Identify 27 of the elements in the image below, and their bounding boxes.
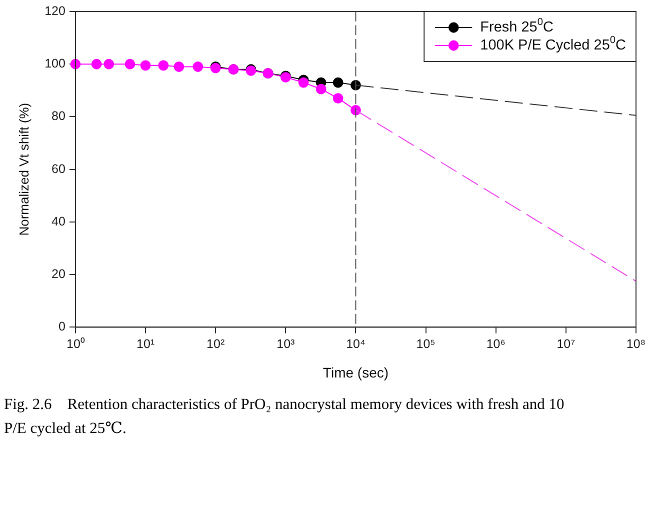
x-tick-label: 10³ bbox=[276, 337, 295, 352]
point bbox=[332, 77, 344, 88]
x-tick-label: 10⁵ bbox=[416, 337, 436, 352]
caption: Fig. 2.6 Retention characteristics of PrO₂ nanocrystal memory devices with fresh and 10 bbox=[4, 395, 566, 415]
x-tick-label: 10² bbox=[206, 337, 225, 352]
point bbox=[158, 60, 169, 71]
y-tick-label: 0 bbox=[58, 320, 66, 334]
x-tick-label: 10⁰ bbox=[66, 337, 86, 352]
point bbox=[140, 60, 151, 71]
y-tick-label: 120 bbox=[44, 4, 66, 18]
y-tick-label: 100 bbox=[44, 56, 66, 71]
y-tick-label: 40 bbox=[52, 214, 66, 228]
x-tick-label: 10⁶ bbox=[486, 337, 506, 352]
y-axis-title: Normalized Vt shift (%) bbox=[16, 102, 32, 236]
text: P/E cycled at 25℃. bbox=[4, 419, 128, 439]
y-tick-label: 80 bbox=[52, 109, 66, 124]
y-tick-label: 60 bbox=[52, 162, 66, 176]
y-tick-label: 20 bbox=[52, 267, 66, 282]
x-tick-label: 10⁸ bbox=[626, 337, 646, 352]
point bbox=[332, 93, 344, 104]
x-tick-label: 10⁷ bbox=[556, 337, 576, 352]
x-tick-label: 10¹ bbox=[136, 337, 155, 352]
point bbox=[298, 77, 309, 88]
point bbox=[192, 62, 204, 72]
point bbox=[316, 84, 326, 94]
x-tick-label: 10⁴ bbox=[346, 337, 366, 352]
x-axis-title: Time (sec) bbox=[322, 364, 389, 380]
